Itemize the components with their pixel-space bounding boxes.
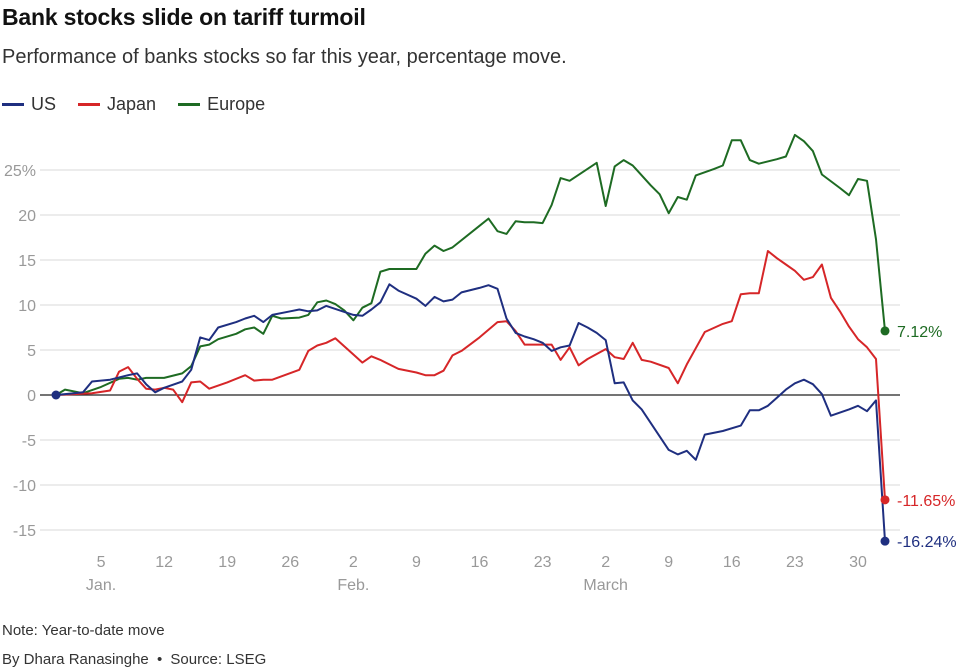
end-label-japan: -11.65% bbox=[897, 493, 955, 510]
y-tick-label: 15 bbox=[18, 253, 36, 270]
y-tick-label: 5 bbox=[27, 343, 36, 360]
byline: By Dhara Ranasinghe bbox=[2, 651, 149, 668]
chart-subtitle: Performance of banks stocks so far this … bbox=[2, 46, 567, 68]
x-tick-label: 9 bbox=[412, 554, 421, 571]
x-tick-label: 16 bbox=[723, 554, 741, 571]
y-tick-label: -10 bbox=[13, 478, 36, 495]
x-tick-label: 19 bbox=[218, 554, 236, 571]
end-point-japan bbox=[880, 495, 890, 505]
legend-label-europe: Europe bbox=[207, 94, 266, 114]
x-tick-label: 16 bbox=[471, 554, 489, 571]
x-tick-label: 2 bbox=[349, 554, 358, 571]
legend-swatch-us bbox=[2, 103, 24, 106]
x-tick-label: 23 bbox=[786, 554, 804, 571]
end-label-europe: 7.12% bbox=[897, 324, 942, 341]
y-tick-label: 20 bbox=[18, 208, 36, 225]
y-tick-label: -15 bbox=[13, 523, 36, 540]
x-tick-label: 26 bbox=[281, 554, 299, 571]
series-line-japan bbox=[55, 250, 886, 501]
legend-item-us: US bbox=[2, 94, 56, 115]
x-tick-label: 9 bbox=[664, 554, 673, 571]
x-tick-label: 12 bbox=[155, 554, 173, 571]
legend-item-japan: Japan bbox=[78, 94, 156, 115]
y-tick-label: 0 bbox=[27, 388, 36, 405]
month-label: March bbox=[583, 577, 627, 594]
separator-dot: • bbox=[156, 651, 163, 668]
y-tick-label: 10 bbox=[18, 298, 36, 315]
legend-label-japan: Japan bbox=[107, 94, 157, 114]
legend-label-us: US bbox=[31, 94, 57, 114]
legend: US Japan Europe bbox=[2, 94, 265, 115]
y-tick-label: -5 bbox=[22, 433, 36, 450]
x-tick-label: 23 bbox=[534, 554, 552, 571]
chart-credit: By Dhara Ranasinghe • Source: LSEG bbox=[2, 651, 266, 668]
legend-swatch-japan bbox=[78, 103, 101, 106]
source: Source: LSEG bbox=[170, 651, 267, 668]
x-tick-label: 5 bbox=[97, 554, 106, 571]
end-point-us bbox=[880, 536, 890, 546]
end-label-us: -16.24% bbox=[897, 534, 957, 551]
chart-title: Bank stocks slide on tariff turmoil bbox=[2, 4, 366, 30]
x-tick-label: 30 bbox=[849, 554, 867, 571]
end-point-europe bbox=[880, 326, 890, 336]
series-line-europe bbox=[55, 133, 886, 396]
month-label: Jan. bbox=[86, 577, 116, 594]
series-line-us bbox=[55, 283, 886, 543]
chart-note: Note: Year-to-date move bbox=[2, 622, 165, 639]
legend-item-europe: Europe bbox=[178, 94, 265, 115]
start-point bbox=[51, 390, 61, 400]
x-tick-label: 2 bbox=[601, 554, 610, 571]
y-tick-label: 25% bbox=[4, 163, 36, 180]
legend-swatch-europe bbox=[178, 103, 201, 106]
month-label: Feb. bbox=[337, 577, 369, 594]
